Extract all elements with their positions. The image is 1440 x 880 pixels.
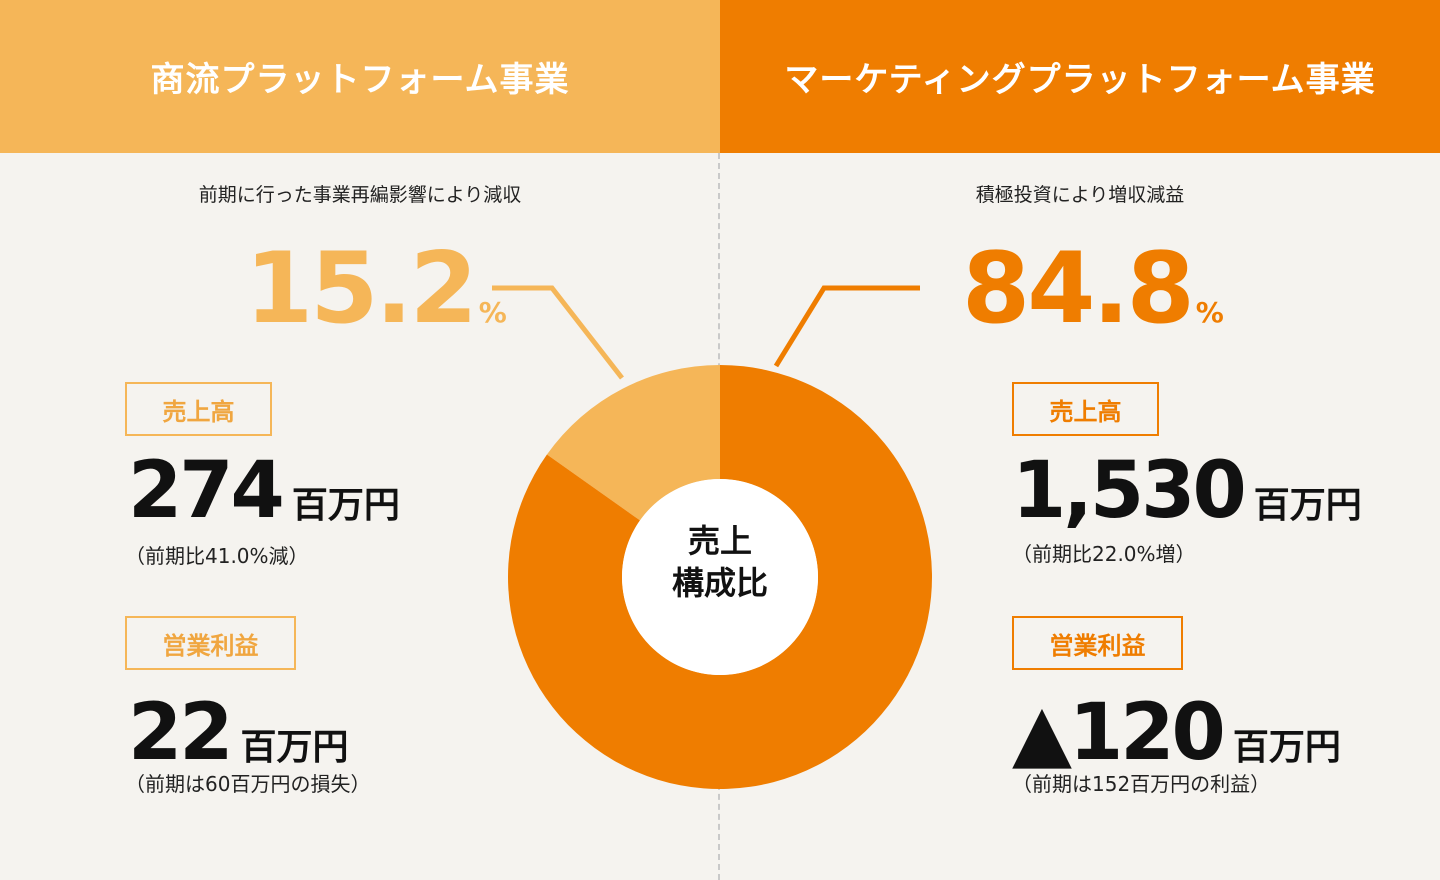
left-sales-tag: 売上高 — [125, 382, 272, 436]
right-note: 積極投資により増収減益 — [975, 184, 1185, 206]
left-profit-tag: 営業利益 — [125, 616, 296, 670]
left-percent: 15.2% — [245, 240, 507, 338]
center-label-line1: 売上 — [687, 522, 752, 560]
donut-chart — [508, 365, 933, 789]
right-profit-value: ▲120 百万円 — [1012, 694, 1341, 772]
left-profit-unit: 百万円 — [240, 727, 349, 768]
right-profit-number: ▲120 — [1012, 688, 1226, 778]
left-leader-line — [492, 285, 624, 380]
right-profit-tag: 営業利益 — [1012, 616, 1183, 670]
slice-marketing-platform — [508, 365, 933, 789]
right-percent-value: 84.8 — [962, 232, 1195, 346]
center-label-line2: 構成比 — [671, 564, 768, 602]
left-sales-value: 274 百万円 — [128, 452, 400, 530]
left-sales-number: 274 — [128, 446, 285, 536]
left-profit-value: 22 百万円 — [128, 694, 349, 772]
right-profit-sub: （前期は152百万円の利益） — [1012, 772, 1271, 796]
right-sales-unit: 百万円 — [1253, 485, 1362, 526]
center-label: 売上 構成比 — [620, 520, 820, 604]
left-sales-unit: 百万円 — [291, 485, 400, 526]
right-percent: 84.8% — [962, 240, 1224, 338]
right-sales-number: 1,530 — [1012, 446, 1247, 536]
right-profit-unit: 百万円 — [1232, 727, 1341, 768]
right-sales-sub: （前期比22.0%増） — [1012, 542, 1196, 566]
left-profit-number: 22 — [128, 688, 234, 778]
header-commerce-platform: 商流プラットフォーム事業 — [0, 0, 720, 153]
left-sales-sub: （前期比41.0%減） — [125, 544, 309, 568]
right-percent-unit: % — [1195, 296, 1224, 329]
left-profit-sub: （前期は60百万円の損失） — [125, 772, 371, 796]
right-leader-line — [773, 285, 920, 368]
left-note: 前期に行った事業再編影響により減収 — [198, 184, 522, 206]
header-marketing-platform: マーケティングプラットフォーム事業 — [720, 0, 1440, 153]
left-percent-unit: % — [478, 296, 507, 329]
donut-hole — [622, 479, 818, 675]
right-sales-tag: 売上高 — [1012, 382, 1159, 436]
right-sales-value: 1,530 百万円 — [1012, 452, 1362, 530]
left-percent-value: 15.2 — [245, 232, 478, 346]
slice-commerce-platform — [546, 365, 720, 521]
